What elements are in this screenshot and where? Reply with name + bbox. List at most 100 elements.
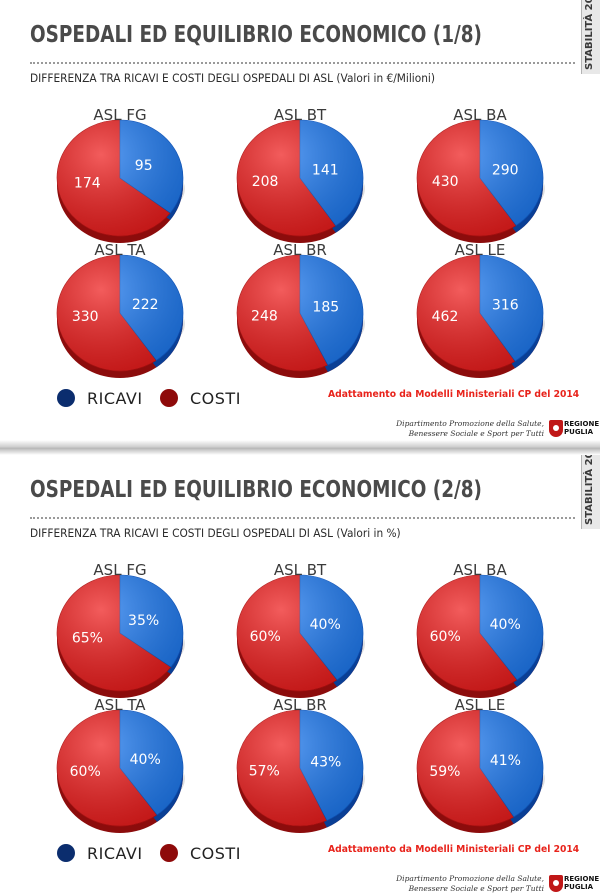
pie-highlight — [237, 710, 363, 826]
pie-title: ASL TA — [94, 241, 146, 259]
pie-highlight — [237, 120, 363, 236]
pie-chart-asl-br — [236, 254, 365, 379]
logo-line-2: PUGLIA — [564, 428, 594, 436]
legend-costi: COSTI — [160, 387, 241, 409]
pie-title: ASL FG — [93, 561, 146, 579]
legend-ricavi: RICAVI — [57, 842, 143, 864]
pie-title: ASL BA — [453, 561, 507, 579]
side-tab: STABILITÀ 2016 — [581, 455, 600, 529]
pie-highlight — [57, 120, 183, 236]
slide-panel-2: STABILITÀ 2016 OSPEDALI ED EQUILIBRIO EC… — [0, 455, 600, 895]
costi-value-label: 430 — [432, 174, 459, 190]
ricavi-value-label: 141 — [312, 162, 339, 178]
costi-value-label: 65% — [72, 631, 103, 647]
department-line-2: Benessere Sociale e Sport per Tutti — [408, 884, 544, 893]
source-note: Adattamento da Modelli Ministeriali CP d… — [328, 389, 580, 400]
costi-value-label: 59% — [429, 764, 460, 780]
panel-title: OSPEDALI ED EQUILIBRIO ECONOMICO (1/8) — [30, 22, 482, 48]
pie-chart-asl-le — [416, 709, 545, 833]
logo-line-1: REGIONE — [564, 420, 600, 428]
pie-highlight — [417, 120, 543, 236]
pie-chart-asl-ba — [416, 119, 545, 243]
department-line-1: Dipartimento Promozione della Salute, — [396, 874, 544, 883]
logo-wordmark: REGIONE PUGLIA — [564, 875, 599, 891]
costi-value-label: 208 — [252, 174, 279, 190]
pie-chart-asl-bt — [236, 119, 365, 243]
legend-costi: COSTI — [160, 842, 241, 864]
pie-title: ASL TA — [94, 696, 146, 714]
pie-title: ASL BA — [453, 106, 507, 124]
logo-wordmark: REGIONE PUGLIA — [564, 420, 599, 436]
costi-value-label: 60% — [250, 629, 281, 645]
pie-chart-asl-ta — [56, 709, 185, 833]
pie-highlight — [417, 710, 543, 826]
dotted-divider — [30, 517, 575, 519]
pie-chart-asl-ta — [56, 254, 185, 378]
pie-chart-asl-fg — [56, 574, 185, 698]
pie-highlight — [57, 255, 183, 371]
ricavi-value-label: 43% — [310, 755, 341, 771]
legend-costi-label: COSTI — [190, 843, 241, 863]
pie-charts-grid: ASL FG 95 174 ASL BT 141 208 ASL BA 290 430 ASL T… — [56, 106, 545, 379]
panel-separator — [0, 440, 600, 455]
logo-line-2: PUGLIA — [564, 883, 594, 891]
legend-costi-dot-icon — [160, 389, 178, 407]
costi-value-label: 462 — [432, 309, 459, 325]
ricavi-value-label: 40% — [490, 617, 521, 633]
ricavi-value-label: 40% — [130, 752, 161, 768]
costi-value-label: 57% — [249, 763, 280, 779]
ricavi-value-label: 40% — [310, 617, 341, 633]
legend-ricavi: RICAVI — [57, 387, 143, 409]
crest-icon — [549, 875, 563, 892]
pie-chart-asl-ba — [416, 574, 545, 698]
panel-title: OSPEDALI ED EQUILIBRIO ECONOMICO (2/8) — [30, 477, 482, 503]
ricavi-value-label: 95 — [135, 158, 153, 174]
costi-value-label: 248 — [251, 308, 278, 324]
pie-highlight — [417, 575, 543, 691]
ricavi-value-label: 185 — [312, 299, 339, 315]
ricavi-value-label: 222 — [132, 297, 159, 313]
department-credit: Dipartimento Promozione della Salute, Be… — [396, 419, 544, 439]
pie-chart-asl-br — [236, 709, 365, 833]
department-line-2: Benessere Sociale e Sport per Tutti — [408, 429, 544, 438]
pie-highlight — [57, 710, 183, 826]
pie-chart-asl-le — [416, 254, 545, 378]
costi-value-label: 174 — [74, 176, 101, 192]
department-credit: Dipartimento Promozione della Salute, Be… — [396, 874, 544, 894]
source-note: Adattamento da Modelli Ministeriali CP d… — [328, 844, 580, 855]
dotted-divider — [30, 62, 575, 64]
legend-ricavi-label: RICAVI — [87, 843, 143, 863]
legend-ricavi-dot-icon — [57, 844, 75, 862]
pie-highlight — [237, 255, 363, 371]
costi-value-label: 60% — [70, 764, 101, 780]
regione-puglia-logo: REGIONE PUGLIA — [549, 418, 599, 440]
side-tab: STABILITÀ 201 — [581, 0, 600, 74]
pie-chart-asl-fg — [56, 119, 185, 243]
legend-ricavi-dot-icon — [57, 389, 75, 407]
ricavi-value-label: 290 — [492, 162, 519, 178]
logo-line-1: REGIONE — [564, 875, 600, 883]
pie-title: ASL LE — [455, 241, 506, 259]
panel-subtitle: DIFFERENZA TRA RICAVI E COSTI DEGLI OSPE… — [30, 526, 401, 540]
ricavi-value-label: 35% — [128, 613, 159, 629]
pie-highlight — [417, 255, 543, 371]
ricavi-value-label: 41% — [490, 753, 521, 769]
legend-costi-label: COSTI — [190, 388, 241, 408]
costi-value-label: 330 — [72, 309, 99, 325]
pie-title: ASL BT — [274, 561, 327, 579]
pie-highlight — [57, 575, 183, 691]
regione-puglia-logo: REGIONE PUGLIA — [549, 873, 599, 895]
slide-panel-1: STABILITÀ 201 OSPEDALI ED EQUILIBRIO ECO… — [0, 0, 600, 440]
panel-subtitle: DIFFERENZA TRA RICAVI E COSTI DEGLI OSPE… — [30, 71, 436, 85]
pie-highlight — [237, 575, 363, 691]
crest-icon — [549, 420, 563, 437]
costi-value-label: 60% — [430, 629, 461, 645]
pie-charts-grid: ASL FG 35% 65% ASL BT 40% 60% ASL BA 40% 60% ASL … — [56, 561, 545, 833]
pie-title: ASL BR — [273, 241, 327, 259]
pie-title: ASL LE — [455, 696, 506, 714]
department-line-1: Dipartimento Promozione della Salute, — [396, 419, 544, 428]
pie-title: ASL BR — [273, 696, 327, 714]
legend-ricavi-label: RICAVI — [87, 388, 143, 408]
ricavi-value-label: 316 — [492, 298, 519, 314]
pie-title: ASL FG — [93, 106, 146, 124]
